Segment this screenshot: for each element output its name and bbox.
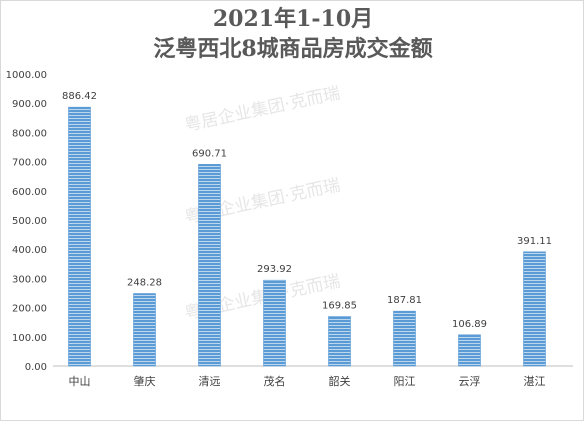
bar-2 — [198, 164, 221, 367]
bar-6 — [458, 334, 481, 367]
y-tick-label: 500.00 — [12, 216, 47, 227]
y-tick-label: 0.00 — [25, 362, 47, 373]
x-tick-label-4: 韶关 — [329, 374, 351, 388]
data-label-2: 690.71 — [192, 148, 227, 159]
data-label-6: 106.89 — [452, 319, 487, 330]
data-labels: 886.42 中山 248.28 肇庆 690.71 清远 293.92 茂名 169.85 韶关… — [62, 91, 552, 388]
x-tick-label-6: 云浮 — [459, 375, 481, 388]
x-tick-label-0: 中山 — [69, 375, 91, 388]
y-tick-label: 1000.00 — [6, 70, 47, 81]
y-tick-label: 800.00 — [12, 128, 47, 139]
bar-4 — [328, 316, 351, 367]
data-label-1: 248.28 — [127, 278, 162, 289]
bar-0 — [68, 106, 91, 367]
bars — [68, 106, 546, 367]
bar-1 — [133, 293, 156, 367]
y-tick-label: 300.00 — [12, 274, 47, 285]
chart-subtitle: 泛粤西北8城商品房成交金额 — [153, 36, 433, 62]
x-tick-label-5: 阳江 — [394, 375, 416, 388]
data-label-0: 886.42 — [62, 91, 97, 102]
data-label-7: 391.11 — [517, 236, 552, 247]
x-tick-label-2: 清远 — [199, 375, 221, 388]
bar-5 — [393, 310, 416, 367]
y-tick-label: 100.00 — [12, 333, 47, 344]
x-tick-label-7: 湛江 — [524, 375, 546, 388]
watermark-text: 粤居企业集团·克而瑞 — [183, 83, 342, 135]
y-tick-label: 900.00 — [12, 99, 47, 110]
data-label-4: 169.85 — [322, 300, 357, 311]
data-label-5: 187.81 — [387, 295, 422, 306]
y-tick-label: 700.00 — [12, 158, 47, 169]
y-tick-label: 600.00 — [12, 187, 47, 198]
data-label-3: 293.92 — [257, 264, 292, 275]
x-tick-label-3: 茂名 — [264, 374, 286, 388]
bar-3 — [263, 279, 286, 367]
y-tick-label: 400.00 — [12, 245, 47, 256]
axes: 0.00 100.00 200.00 300.00 400.00 500.00 600.00… — [6, 70, 573, 373]
bar-7 — [523, 251, 546, 367]
y-tick-label: 200.00 — [12, 304, 47, 315]
chart-title: 2021年1-10月 — [212, 6, 374, 32]
x-tick-label-1: 肇庆 — [134, 374, 156, 388]
